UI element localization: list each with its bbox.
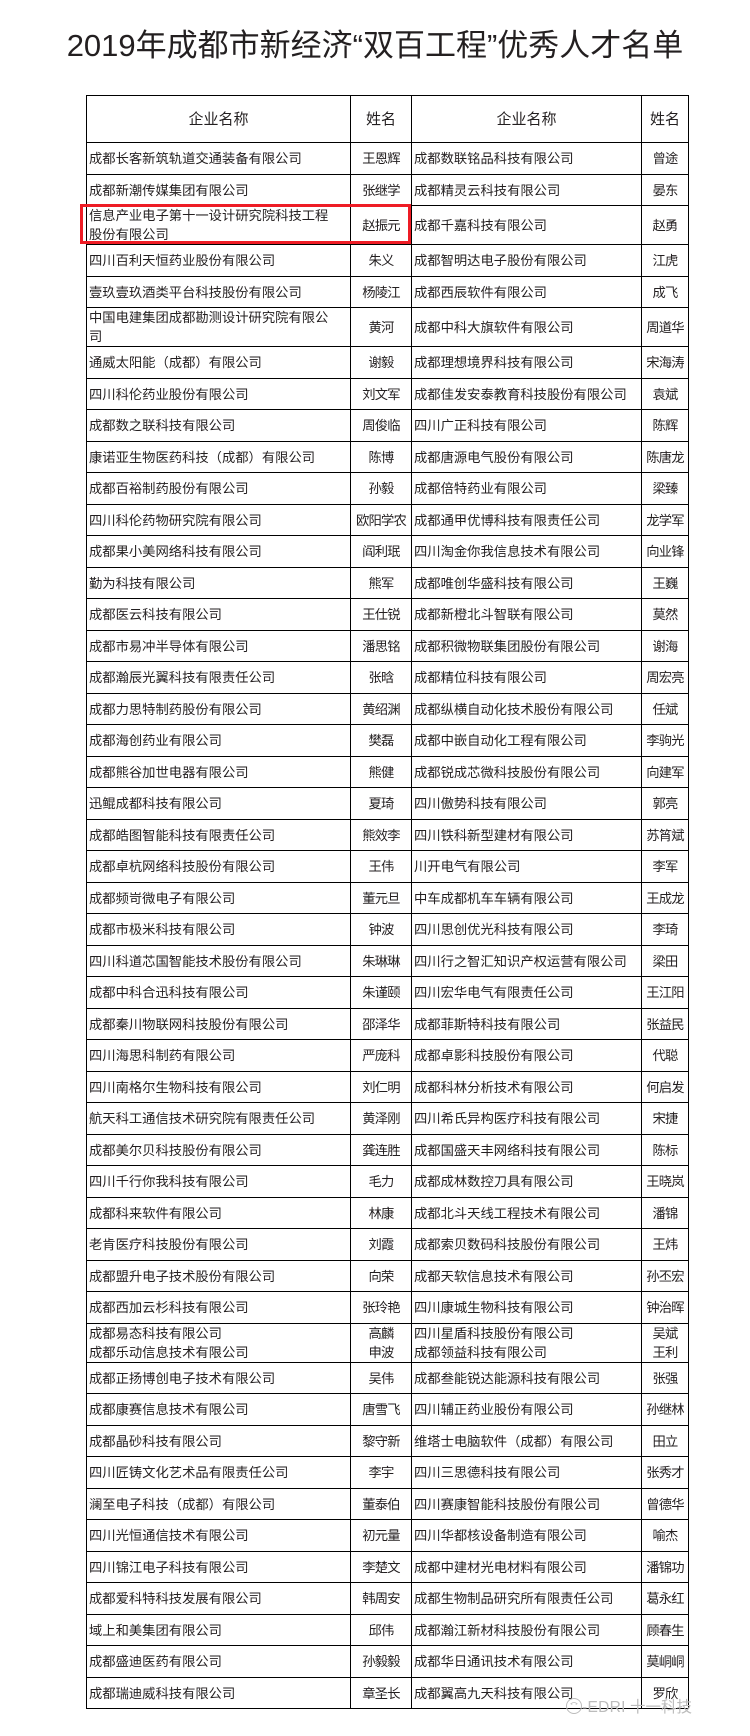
svg-text:十一科技: 十一科技 <box>630 1695 692 1717</box>
svg-text:-EDRI: -EDRI <box>582 1699 626 1716</box>
